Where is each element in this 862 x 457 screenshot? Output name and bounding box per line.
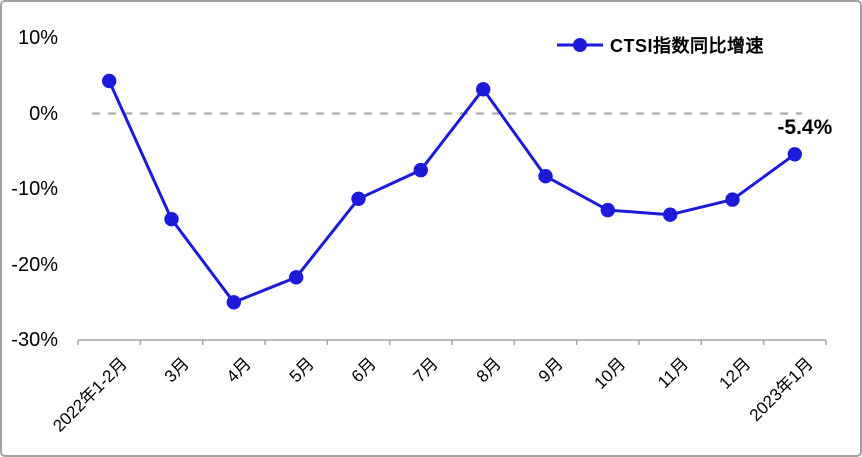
data-point xyxy=(600,202,615,218)
x-axis-tick-label: 12月 xyxy=(715,354,754,393)
data-point-value-label: -5.4% xyxy=(777,116,833,140)
x-axis-tick-label: 4月 xyxy=(223,354,256,387)
legend-line-marker-icon xyxy=(557,38,603,52)
data-point xyxy=(787,147,802,162)
data-point xyxy=(226,295,241,310)
data-point xyxy=(289,270,304,285)
x-axis-tick-label: 2023年1月 xyxy=(745,354,817,425)
x-axis-tick-label: 9月 xyxy=(534,354,567,387)
x-axis-tick-label: 5月 xyxy=(285,354,318,387)
data-point xyxy=(476,82,491,97)
x-axis-tick-label: 7月 xyxy=(410,354,443,387)
y-axis-tick-label: -20% xyxy=(11,253,58,276)
data-point xyxy=(663,207,678,222)
data-point xyxy=(102,73,117,89)
data-point xyxy=(725,192,740,207)
y-axis-tick-label: -10% xyxy=(11,178,58,200)
y-axis-tick-label: 10% xyxy=(17,27,58,49)
data-point xyxy=(164,212,179,227)
data-point xyxy=(413,162,428,178)
x-axis-tick-label: 10月 xyxy=(590,354,630,393)
legend-label: CTSI指数同比增速 xyxy=(610,36,765,56)
data-point xyxy=(538,169,553,184)
x-axis-tick-label: 11月 xyxy=(653,354,692,392)
series-line xyxy=(107,80,796,304)
x-axis-tick-label: 8月 xyxy=(472,354,505,387)
x-axis-tick-label: 3月 xyxy=(160,354,193,387)
legend: CTSI指数同比增速 xyxy=(556,32,764,58)
x-axis-tick-label: 2022年1-2月 xyxy=(49,354,131,436)
y-axis-tick-label: -30% xyxy=(11,329,58,351)
y-axis-tick-label: 0% xyxy=(29,102,58,125)
x-axis-tick-label: 6月 xyxy=(347,354,380,387)
data-point xyxy=(351,191,366,206)
